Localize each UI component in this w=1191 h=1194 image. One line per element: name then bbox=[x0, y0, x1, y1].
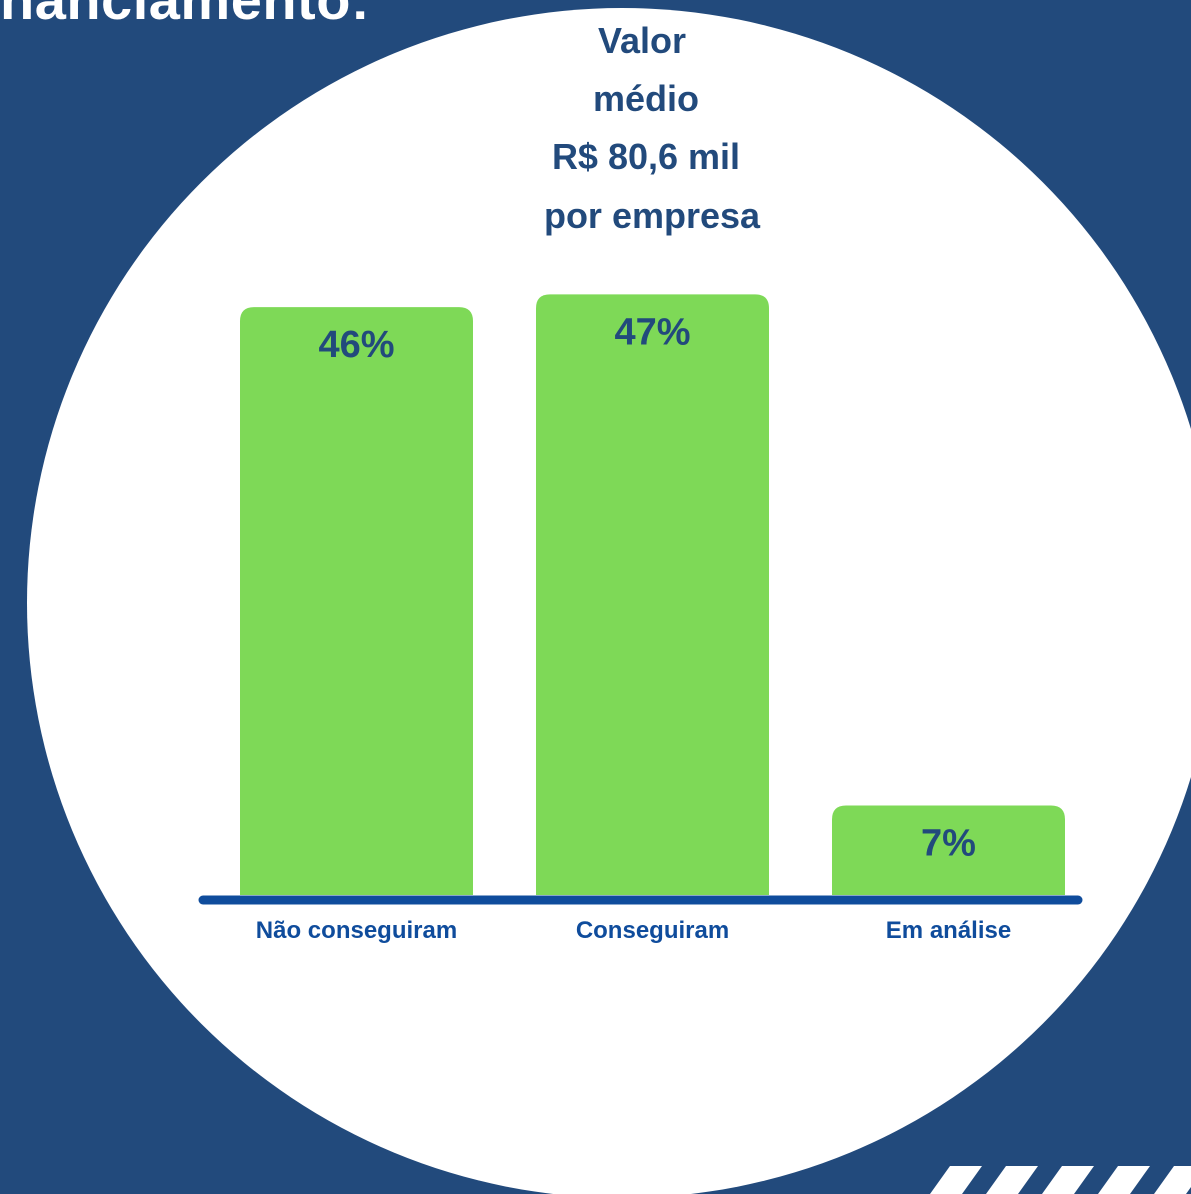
category-label-1: Não conseguiram bbox=[256, 917, 457, 944]
annotation-line-2: médio bbox=[593, 78, 699, 119]
decorative-stripes bbox=[930, 1166, 1191, 1194]
data-label-2: 47% bbox=[614, 311, 690, 353]
bar-3 bbox=[832, 805, 1065, 895]
category-label-2: Conseguiram bbox=[576, 917, 729, 944]
bar-1 bbox=[240, 307, 473, 895]
annotation-line-1: Valor bbox=[598, 20, 686, 61]
headline-text: nanciamento: bbox=[0, 0, 370, 32]
annotation-line-4: por empresa bbox=[544, 195, 761, 236]
annotation-average-value: Valor médio R$ 80,6 mil por empresa bbox=[544, 20, 761, 236]
data-label-1: 46% bbox=[318, 324, 394, 366]
category-labels: Não conseguiram Conseguiram Em análise bbox=[256, 917, 1011, 944]
annotation-line-3: R$ 80,6 mil bbox=[552, 136, 740, 177]
category-label-3: Em análise bbox=[886, 917, 1011, 944]
bars: 46% 47% 7% bbox=[240, 294, 1065, 896]
bar-2 bbox=[536, 294, 769, 896]
data-label-3: 7% bbox=[921, 823, 976, 865]
